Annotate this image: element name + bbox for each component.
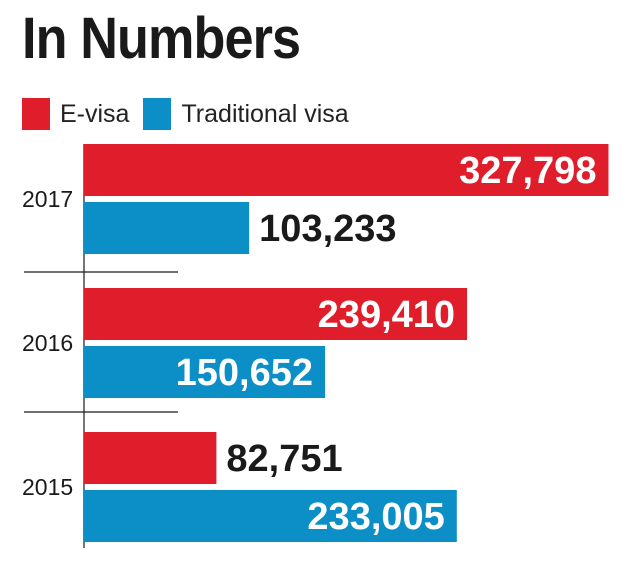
bar-evisa-2015 — [84, 432, 217, 484]
bar-traditional-2016 — [84, 346, 326, 398]
legend-swatch-evisa — [22, 98, 50, 130]
bar-evisa-2017 — [84, 144, 609, 196]
value-label-evisa-2016: 239,410 — [318, 294, 455, 336]
value-label-evisa-2017: 327,798 — [459, 150, 596, 192]
bar-evisa-2016 — [84, 288, 468, 340]
chart-title: In Numbers — [22, 6, 301, 71]
legend-label-evisa: E-visa — [60, 99, 130, 128]
bar-traditional-2017 — [84, 202, 250, 254]
legend-label-traditional: Traditional visa — [181, 99, 349, 128]
legend-swatch-traditional — [143, 98, 172, 130]
legend-item-evisa: E-visa — [22, 98, 129, 130]
legend-item-traditional: Traditional visa — [143, 98, 349, 130]
year-label-2017: 2017 — [22, 186, 73, 212]
year-label-2015: 2015 — [22, 474, 73, 500]
value-label-traditional-2015: 233,005 — [307, 496, 444, 538]
legend: E-visa Traditional visa — [22, 96, 363, 132]
year-label-2016: 2016 — [22, 330, 73, 356]
bar-traditional-2015 — [84, 490, 457, 542]
value-label-traditional-2016: 150,652 — [176, 352, 313, 394]
value-label-traditional-2017: 103,233 — [259, 208, 396, 250]
value-label-evisa-2015: 82,751 — [226, 438, 342, 480]
